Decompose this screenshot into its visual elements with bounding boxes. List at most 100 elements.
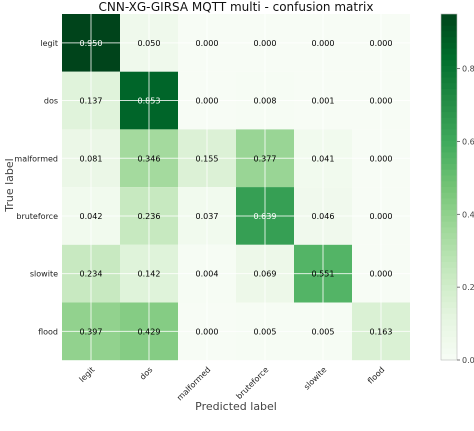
colorbar-segment xyxy=(441,244,457,252)
colorbar-segment xyxy=(441,77,457,84)
colorbar-tick-label: 0.0 xyxy=(462,356,474,365)
y-axis-label: True label xyxy=(3,158,16,212)
colorbar-segment xyxy=(441,204,457,211)
cell-value-label: 0.000 xyxy=(196,39,219,48)
colorbar-tick-label: 0.6 xyxy=(462,137,474,146)
cell-value-label: 0.236 xyxy=(138,212,161,221)
cell-value-label: 0.000 xyxy=(370,97,393,106)
cell-value-label: 0.429 xyxy=(138,327,161,336)
colorbar-segment xyxy=(441,302,457,309)
cell-value-label: 0.377 xyxy=(254,154,277,163)
colorbar-segment xyxy=(441,198,457,205)
colorbar-segment xyxy=(441,14,457,21)
x-tick-label: flood xyxy=(366,365,386,385)
cell-value-label: 0.853 xyxy=(138,97,161,106)
colorbar-segment xyxy=(441,117,457,125)
y-tick-label: dos xyxy=(44,97,58,106)
cell-value-label: 0.000 xyxy=(370,212,393,221)
cell-value-label: 0.046 xyxy=(312,212,335,221)
colorbar-segment xyxy=(441,296,457,303)
cell-value-label: 0.397 xyxy=(80,327,103,336)
cell-value-label: 0.000 xyxy=(312,39,335,48)
cell-value-label: 0.000 xyxy=(196,97,219,106)
gridlines xyxy=(62,14,410,361)
cell-value-label: 0.551 xyxy=(312,270,335,279)
cell-value-label: 0.008 xyxy=(254,97,277,106)
cell-value-label: 0.000 xyxy=(370,154,393,163)
colorbar-segment xyxy=(441,146,457,153)
colorbar-frame xyxy=(440,13,458,361)
colorbar-segment xyxy=(441,181,457,188)
colorbar-segment xyxy=(441,354,457,361)
cell-value-label: 0.000 xyxy=(370,270,393,279)
colorbar-segment xyxy=(441,313,457,321)
y-tick-label: bruteforce xyxy=(16,212,58,221)
colorbar-segment xyxy=(441,19,457,27)
cell-value-label: 0.050 xyxy=(138,39,161,48)
cell-value-label: 0.950 xyxy=(80,39,103,48)
cell-value-label: 0.234 xyxy=(80,270,103,279)
colorbar-segment xyxy=(441,279,457,286)
x-tick-label: malformed xyxy=(175,365,212,402)
colorbar-segment xyxy=(441,308,457,315)
cell-value-label: 0.069 xyxy=(254,270,277,279)
colorbar-segment xyxy=(441,342,457,350)
colorbar-segment xyxy=(441,285,457,292)
colorbar-segment xyxy=(441,31,457,38)
colorbar-segment xyxy=(441,88,457,96)
colorbar-segment xyxy=(441,210,457,217)
cell-value-label: 0.005 xyxy=(254,327,277,336)
colorbar-segment xyxy=(441,261,457,269)
x-tick-label: slowite xyxy=(302,365,328,391)
colorbar-segment xyxy=(441,215,457,223)
colorbar-segment xyxy=(441,25,457,32)
colorbar-segment xyxy=(441,65,457,73)
y-tick-labels: legit dos malformed bruteforce slowite flood xyxy=(14,39,58,337)
colorbar-segment xyxy=(441,227,457,234)
chart-title: CNN-XG-GIRSA MQTT multi - confusion matr… xyxy=(99,0,374,14)
colorbar-segment xyxy=(441,100,457,107)
colorbar-segment xyxy=(441,158,457,165)
colorbar-segment xyxy=(441,331,457,338)
cell-value-label: 0.000 xyxy=(196,327,219,336)
colorbar-tick-label: 0.4 xyxy=(462,210,474,219)
x-tick-label: legit xyxy=(78,365,97,384)
colorbar-segment xyxy=(441,290,457,298)
colorbar-segment xyxy=(441,319,457,326)
colorbar-segment xyxy=(441,71,457,79)
colorbar-segment xyxy=(441,256,457,263)
x-axis-label: Predicted label xyxy=(195,400,277,413)
colorbar-segment xyxy=(441,250,457,257)
cell-value-label: 0.042 xyxy=(80,212,103,221)
colorbar-segment xyxy=(441,37,457,44)
colorbar-segment xyxy=(441,187,457,194)
colorbar-segment xyxy=(441,348,457,355)
cell-value-label: 0.037 xyxy=(196,212,219,221)
colorbar-segment xyxy=(441,325,457,332)
colorbar-segment xyxy=(441,152,457,159)
colorbar-segment xyxy=(441,54,457,61)
cell-value-label: 0.000 xyxy=(370,39,393,48)
colorbar-segment xyxy=(441,94,457,102)
y-tick-label: malformed xyxy=(14,154,58,163)
y-tick-label: slowite xyxy=(30,270,58,279)
cell-value-label: 0.142 xyxy=(138,270,161,279)
cell-value-label: 0.004 xyxy=(196,270,219,279)
cell-value-label: 0.163 xyxy=(370,327,393,336)
cell-value-label: 0.001 xyxy=(312,97,335,106)
x-tick-labels: legit dos malformed bruteforce slowite flood xyxy=(78,365,387,402)
cell-value-label: 0.005 xyxy=(312,327,335,336)
x-tick-label: bruteforce xyxy=(235,365,271,401)
x-tick-label: dos xyxy=(138,365,154,381)
colorbar-segment xyxy=(441,60,457,67)
cell-value-label: 0.155 xyxy=(196,154,219,163)
colorbar-segment xyxy=(441,112,457,119)
colorbar-segment xyxy=(441,169,457,177)
colorbar-segment xyxy=(441,233,457,240)
colorbar-segment xyxy=(441,123,457,130)
colorbar-segment xyxy=(441,238,457,246)
cell-value-label: 0.639 xyxy=(254,212,277,221)
colorbar-segment xyxy=(441,48,457,55)
colorbar-segment xyxy=(441,140,457,148)
